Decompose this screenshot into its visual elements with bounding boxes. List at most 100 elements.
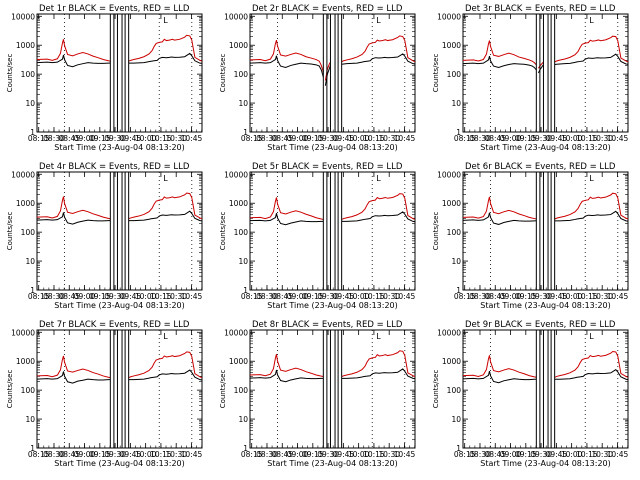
x-tick-label: 10:15 <box>150 134 172 143</box>
x-tick-label: 10:30 <box>591 292 613 301</box>
y-tick-label: 10 <box>238 415 248 424</box>
x-tick-label: 09:45 <box>333 134 355 143</box>
x-tick-label: 08:30 <box>256 134 278 143</box>
y-axis-label: Counts/sec <box>219 370 227 409</box>
events-series-line <box>249 369 324 383</box>
y-tick-label: 10000 <box>224 328 248 337</box>
y-axis-label: Counts/sec <box>219 54 227 93</box>
x-tick-label: 10:45 <box>607 292 629 301</box>
x-tick-label: 10:30 <box>378 450 400 459</box>
panel: Det 2r BLACK = Events, RED = LLD 1 10 100 10… <box>219 4 416 152</box>
x-tick-label: 09:15 <box>302 450 324 459</box>
marker-label: L <box>376 174 381 183</box>
x-tick-label: 10:45 <box>394 134 416 143</box>
x-tick-label: 09:00 <box>500 292 522 301</box>
y-tick-label: 100 <box>21 386 36 395</box>
panel-title: Det 5r BLACK = Events, RED = LLD <box>252 162 403 172</box>
x-tick-label: 08:30 <box>469 134 491 143</box>
x-tick-label: 10:00 <box>348 292 370 301</box>
x-tick-label: 09:00 <box>287 292 309 301</box>
events-series-line <box>36 212 111 225</box>
x-tick-label: 10:15 <box>363 134 385 143</box>
x-tick-label: 10:00 <box>348 450 370 459</box>
data-gap-marker <box>542 171 549 291</box>
x-tick-label: 08:15 <box>454 450 476 459</box>
x-tick-label: 09:15 <box>515 292 537 301</box>
lld-series-line <box>554 35 629 63</box>
x-tick-label: 10:15 <box>576 450 598 459</box>
x-axis-label: Start Time (23-Aug-04 08:13:20) <box>54 301 185 310</box>
x-tick-label: 08:15 <box>241 134 263 143</box>
y-tick-label: 1000 <box>16 357 35 366</box>
data-gap-marker <box>337 171 343 291</box>
x-tick-label: 08:30 <box>256 292 278 301</box>
marker-label: L <box>376 332 381 341</box>
y-tick-label: 100 <box>447 228 462 237</box>
y-tick-label: 10000 <box>437 170 461 179</box>
lld-series-line <box>341 350 416 378</box>
lld-series-line <box>341 35 416 63</box>
y-tick-label: 1000 <box>16 41 35 50</box>
x-axis-label: Start Time (23-Aug-04 08:13:20) <box>54 143 185 152</box>
x-tick-label: 09:45 <box>333 450 355 459</box>
marker-label: L <box>163 332 168 341</box>
x-tick-label: 10:45 <box>607 134 629 143</box>
x-tick-label: 10:00 <box>561 292 583 301</box>
events-series-line <box>462 212 537 225</box>
x-axis-label: Start Time (23-Aug-04 08:13:20) <box>267 459 398 468</box>
data-gap-marker <box>109 171 115 291</box>
lld-series-line <box>128 192 203 220</box>
events-series-line <box>36 371 111 384</box>
x-tick-label: 09:15 <box>89 450 111 459</box>
y-axis-label: Counts/sec <box>219 212 227 251</box>
data-gap-marker <box>337 13 343 133</box>
x-tick-label: 10:30 <box>165 450 187 459</box>
events-series-line <box>128 52 203 64</box>
y-tick-label: 100 <box>21 70 36 79</box>
y-tick-label: 1 <box>30 444 35 453</box>
marker-label: L <box>163 174 168 183</box>
events-series-line <box>462 370 537 384</box>
x-tick-label: 08:30 <box>469 450 491 459</box>
x-tick-label: 09:15 <box>515 134 537 143</box>
x-tick-label: 09:00 <box>500 134 522 143</box>
x-tick-label: 09:00 <box>74 450 96 459</box>
y-tick-label: 1000 <box>16 199 35 208</box>
y-tick-label: 1 <box>243 128 248 137</box>
x-tick-label: 10:15 <box>576 134 598 143</box>
lld-series-line <box>537 61 544 69</box>
data-gap-marker <box>329 13 336 133</box>
y-tick-label: 10000 <box>224 12 248 21</box>
x-tick-label: 08:45 <box>271 450 293 459</box>
panel: Det 6r BLACK = Events, RED = LLD 1 10 100 10… <box>432 162 629 310</box>
data-gap-marker <box>550 329 556 449</box>
x-tick-label: 08:45 <box>271 134 293 143</box>
x-tick-label: 08:30 <box>256 450 278 459</box>
x-axis-label: Start Time (23-Aug-04 08:13:20) <box>54 459 185 468</box>
x-tick-label: 10:45 <box>181 450 203 459</box>
x-tick-label: 08:15 <box>454 292 476 301</box>
y-tick-label: 1000 <box>442 357 461 366</box>
x-tick-label: 09:15 <box>89 134 111 143</box>
lld-series-line <box>462 355 537 378</box>
data-gap-marker <box>337 329 343 449</box>
events-series-line <box>249 213 324 226</box>
lld-series-line <box>36 196 111 220</box>
y-tick-label: 1000 <box>229 199 248 208</box>
x-tick-label: 09:30 <box>530 292 552 301</box>
x-tick-label: 09:45 <box>333 292 355 301</box>
x-tick-label: 09:30 <box>104 292 126 301</box>
marker-label: L <box>376 16 381 25</box>
x-tick-label: 10:30 <box>165 134 187 143</box>
y-axis-label: Counts/sec <box>6 54 14 93</box>
y-tick-label: 1000 <box>229 357 248 366</box>
x-tick-label: 09:30 <box>317 450 339 459</box>
y-tick-label: 1000 <box>229 41 248 50</box>
y-tick-label: 100 <box>21 228 36 237</box>
panel-title: Det 6r BLACK = Events, RED = LLD <box>465 162 616 172</box>
y-tick-label: 100 <box>234 228 249 237</box>
x-tick-label: 10:00 <box>348 134 370 143</box>
x-tick-label: 09:30 <box>104 134 126 143</box>
